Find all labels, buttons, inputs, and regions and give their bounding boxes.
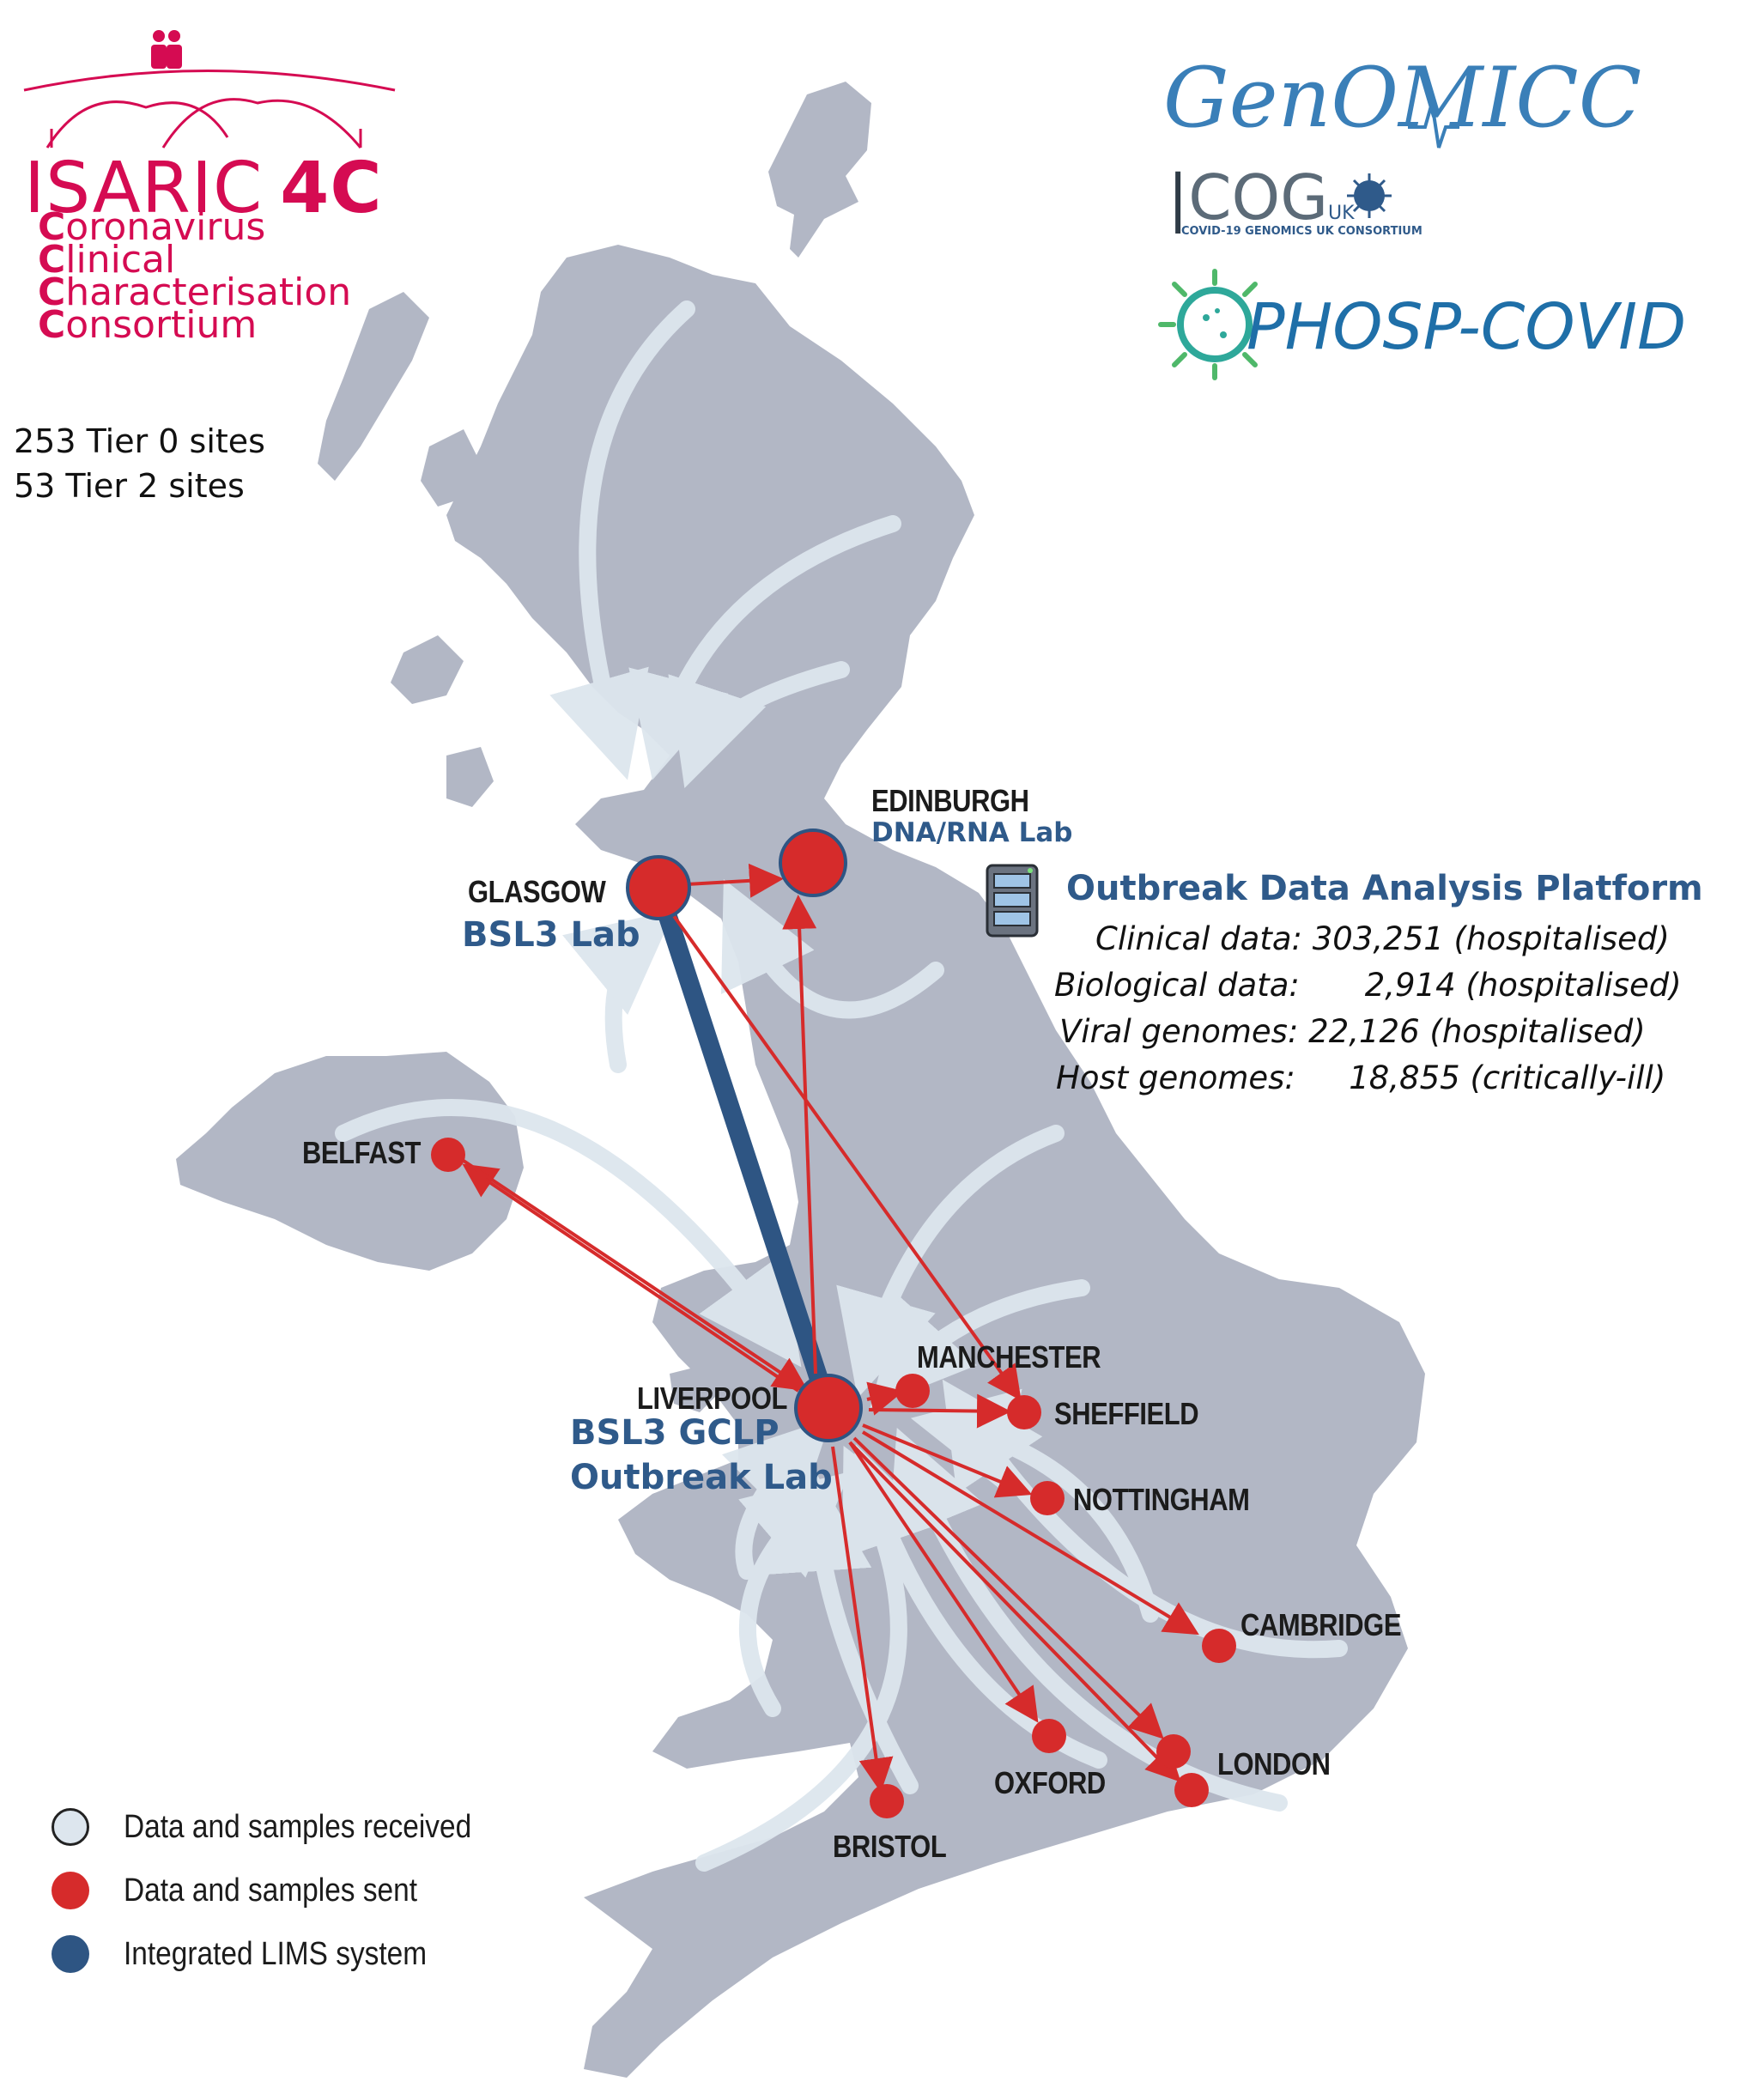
stat-biological-note: (hospitalised) [1465, 967, 1682, 1004]
isaric-logo-title: ISARIC 4C [24, 148, 383, 229]
phosp-virus-icon [1158, 269, 1258, 380]
belfast-label: BELFAST [302, 1135, 422, 1170]
isaric-line-1-rest: oronavirus [65, 205, 266, 249]
nottingham-label: NOTTINGHAM [1073, 1482, 1250, 1517]
stat-biological: Biological data: 2,914 (hospitalised) [1054, 967, 1682, 1004]
islay-island [446, 747, 494, 807]
isaric-line-3-rest: haracterisation [65, 270, 352, 314]
cambridge-label: CAMBRIDGE [1240, 1607, 1402, 1642]
legend-dot-received [52, 1808, 89, 1846]
sheffield-label: SHEFFIELD [1054, 1396, 1199, 1431]
london-node-2 [1174, 1773, 1209, 1807]
stat-viral-value: 22,126 [1308, 1013, 1420, 1050]
legend-item-received: Data and samples received [52, 1808, 519, 1846]
edinburgh-node [779, 828, 847, 897]
stat-biological-value: 2,914 [1364, 967, 1456, 1004]
stat-viral-label: Viral genomes: [1059, 1013, 1299, 1050]
stat-host-label: Host genomes: [1056, 1059, 1295, 1096]
liverpool-lab-label-2: Outbreak Lab [570, 1458, 833, 1497]
liverpool-lab-label-1: BSL3 GCLP [570, 1413, 779, 1453]
stat-biological-label: Biological data: [1054, 967, 1300, 1004]
liverpool-node [794, 1374, 863, 1442]
sent-flows [462, 863, 1199, 1793]
legend-item-sent: Data and samples sent [52, 1872, 458, 1909]
manchester-label: MANCHESTER [917, 1339, 1101, 1375]
isaric-line-2-initial: C [38, 238, 66, 282]
cog-logo-text: COG [1188, 161, 1329, 234]
cog-logo-subtitle: COVID-19 GENOMICS UK CONSORTIUM [1181, 225, 1422, 238]
anglesey-island [670, 1365, 721, 1412]
stat-clinical-note: (hospitalised) [1453, 920, 1670, 957]
isaric-line-1-initial: C [38, 205, 66, 249]
bristol-node [870, 1784, 904, 1818]
stat-clinical: Clinical data: 303,251 (hospitalised) [1095, 920, 1670, 957]
tier2-sites: 53 Tier 2 sites [14, 467, 245, 505]
western-isles [318, 292, 429, 481]
edinburgh-label: EDINBURGH [871, 783, 1029, 818]
lims-link [649, 884, 838, 1411]
isaric-line-4-initial: C [38, 303, 66, 347]
cog-logo: |COGUK [1168, 161, 1355, 234]
city-nodes [431, 828, 1236, 1818]
liverpool-label: LIVERPOOL [637, 1381, 788, 1416]
glasgow-lab-label: BSL3 Lab [462, 915, 640, 955]
legend-dot-lims [52, 1935, 89, 1973]
sheffield-node [1007, 1395, 1041, 1429]
mull-island [391, 635, 464, 704]
isaric-line-3-initial: C [38, 270, 66, 314]
platform-title: Outbreak Data Analysis Platform [1066, 869, 1703, 908]
nottingham-node [1030, 1481, 1065, 1515]
legend-item-lims: Integrated LIMS system [52, 1935, 468, 1973]
isaric-arch-logo [23, 70, 396, 149]
legend-label-lims: Integrated LIMS system [124, 1935, 428, 1972]
great-britain-landmass [446, 82, 1425, 2078]
isaric-line-2-rest: linical [65, 238, 176, 282]
legend-label-received: Data and samples received [124, 1808, 472, 1845]
isaric-line-4-rest: onsortium [65, 303, 258, 347]
belfast-node [431, 1138, 465, 1172]
manchester-node [895, 1374, 930, 1408]
cambridge-node [1202, 1629, 1236, 1663]
stat-host: Host genomes: 18,855 (critically-ill) [1056, 1059, 1665, 1096]
stat-viral-note: (hospitalised) [1429, 1013, 1646, 1050]
received-flows [335, 300, 1348, 1872]
london-node-1 [1156, 1734, 1191, 1769]
stat-clinical-label: Clinical data: [1095, 920, 1302, 957]
oxford-label: OXFORD [994, 1765, 1106, 1800]
legend-label-sent: Data and samples sent [124, 1872, 418, 1909]
stat-viral: Viral genomes: 22,126 (hospitalised) [1059, 1013, 1646, 1050]
server-icon [986, 864, 1039, 938]
skye-island [421, 429, 481, 507]
bristol-label: BRISTOL [833, 1829, 947, 1864]
glasgow-node [626, 855, 691, 920]
cog-logo-uk: UK [1328, 203, 1355, 224]
isaric-tagline: Coronavirus Clinical Characterisation Co… [38, 209, 352, 344]
tier0-sites: 253 Tier 0 sites [14, 422, 265, 460]
isaric-figures-icon [151, 30, 182, 69]
cog-virus-icon [1347, 173, 1392, 218]
isaric-suffix: 4C [280, 148, 383, 229]
stat-clinical-value: 303,251 [1312, 920, 1444, 957]
stat-host-note: (critically-ill) [1470, 1059, 1666, 1096]
edinburgh-lab-label: DNA/RNA Lab [871, 817, 1073, 848]
genomicc-heartbeat-icon [1408, 102, 1459, 149]
isaric-name: ISARIC [24, 148, 264, 229]
stat-host-value: 18,855 [1349, 1059, 1460, 1096]
glasgow-label: GLASGOW [468, 874, 606, 909]
legend-dot-sent [52, 1872, 89, 1909]
oxford-node [1032, 1719, 1066, 1753]
london-label: LONDON [1217, 1746, 1331, 1781]
genomicc-logo: GenOMICC [1163, 50, 1642, 146]
phosp-covid-logo: PHOSP-COVID [1247, 290, 1687, 364]
